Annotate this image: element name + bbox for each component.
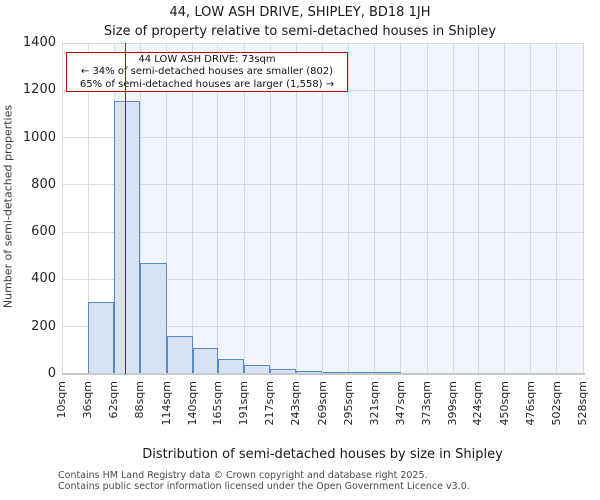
chart-title: 44, LOW ASH DRIVE, SHIPLEY, BD18 1JH xyxy=(169,5,431,20)
histogram-bar xyxy=(140,262,167,374)
y-tick-label: 0 xyxy=(47,366,56,381)
gridline-vertical xyxy=(269,43,271,374)
x-tick-label: 140sqm xyxy=(185,381,199,426)
gridline-horizontal xyxy=(62,231,583,233)
gridline-vertical xyxy=(295,43,297,374)
gridline-vertical xyxy=(530,43,532,374)
x-tick-label: 399sqm xyxy=(446,381,460,426)
x-tick-label: 528sqm xyxy=(576,381,589,426)
gridline-vertical xyxy=(477,43,479,374)
gridline-vertical xyxy=(61,43,63,374)
histogram-bar xyxy=(88,301,115,374)
x-tick-label: 88sqm xyxy=(133,381,147,419)
histogram-bar xyxy=(114,100,141,374)
x-tick-label: 295sqm xyxy=(341,381,355,426)
chart-subtitle: Size of property relative to semi-detach… xyxy=(103,24,497,39)
y-tick-label: 800 xyxy=(31,176,56,192)
x-axis-line xyxy=(62,373,585,375)
histogram-bar xyxy=(166,336,193,374)
gridline-vertical xyxy=(504,43,506,374)
gridline-vertical xyxy=(556,43,558,374)
annotation-line-2: ← 34% of semi-detached houses are smalle… xyxy=(80,66,334,78)
x-tick-label: 424sqm xyxy=(471,381,485,426)
y-tick-label: 1200 xyxy=(22,82,56,98)
y-tick-label: 1400 xyxy=(22,35,56,50)
x-tick-label: 450sqm xyxy=(497,381,511,426)
gridline-vertical xyxy=(166,43,168,374)
annotation-line-3: 65% of semi-detached houses are larger (… xyxy=(79,78,335,90)
annotation-box: 44 LOW ASH DRIVE: 73sqm ← 34% of semi-de… xyxy=(66,52,348,92)
y-tick-label: 600 xyxy=(31,224,56,240)
x-tick-label: 191sqm xyxy=(237,381,251,426)
gridline-vertical xyxy=(217,43,219,374)
gridline-vertical xyxy=(426,43,428,374)
y-tick-label: 200 xyxy=(31,318,56,334)
gridline-horizontal xyxy=(62,137,583,139)
annotation-line-1: 44 LOW ASH DRIVE: 73sqm xyxy=(138,54,276,65)
x-tick-label: 10sqm xyxy=(55,381,68,419)
gridline-horizontal xyxy=(62,184,583,186)
x-tick-label: 373sqm xyxy=(420,381,434,426)
x-tick-label: 217sqm xyxy=(263,381,277,426)
plot-area: 44 LOW ASH DRIVE: 73sqm ← 34% of semi-de… xyxy=(61,42,584,374)
x-axis-label: Distribution of semi-detached houses by … xyxy=(142,447,503,462)
gridline-vertical xyxy=(452,43,454,374)
x-tick-label: 321sqm xyxy=(367,381,381,426)
x-tick-label: 36sqm xyxy=(81,381,95,419)
x-tick-label: 476sqm xyxy=(523,381,537,426)
gridline-vertical xyxy=(192,43,194,374)
footer-attribution-1: Contains HM Land Registry data © Crown c… xyxy=(58,470,428,481)
x-tick-label: 165sqm xyxy=(210,381,224,426)
gridline-vertical xyxy=(322,43,323,374)
gridline-horizontal xyxy=(62,42,583,44)
y-tick-label: 1000 xyxy=(22,129,56,145)
gridline-horizontal xyxy=(62,326,583,328)
gridline-vertical xyxy=(400,43,402,374)
x-tick-label: 347sqm xyxy=(393,381,407,426)
histogram-bar xyxy=(192,348,218,374)
gridline-vertical xyxy=(348,43,350,374)
gridline-vertical xyxy=(374,43,376,374)
property-size-marker-line xyxy=(124,43,127,374)
gridline-horizontal xyxy=(62,278,583,280)
x-tick-label: 62sqm xyxy=(107,381,121,419)
gridline-vertical xyxy=(243,43,245,374)
y-axis-label: Number of semi-detached properties xyxy=(1,104,15,309)
x-tick-label: 114sqm xyxy=(159,381,173,426)
footer-attribution-2: Contains public sector information licen… xyxy=(58,481,470,492)
histogram-bar xyxy=(217,359,245,374)
y-tick-label: 400 xyxy=(31,271,56,287)
x-tick-label: 502sqm xyxy=(549,381,563,426)
gridline-vertical xyxy=(139,43,141,374)
gridline-vertical xyxy=(582,43,584,374)
x-tick-label: 243sqm xyxy=(289,381,303,426)
gridline-vertical xyxy=(87,43,89,374)
x-tick-label: 269sqm xyxy=(315,381,329,426)
